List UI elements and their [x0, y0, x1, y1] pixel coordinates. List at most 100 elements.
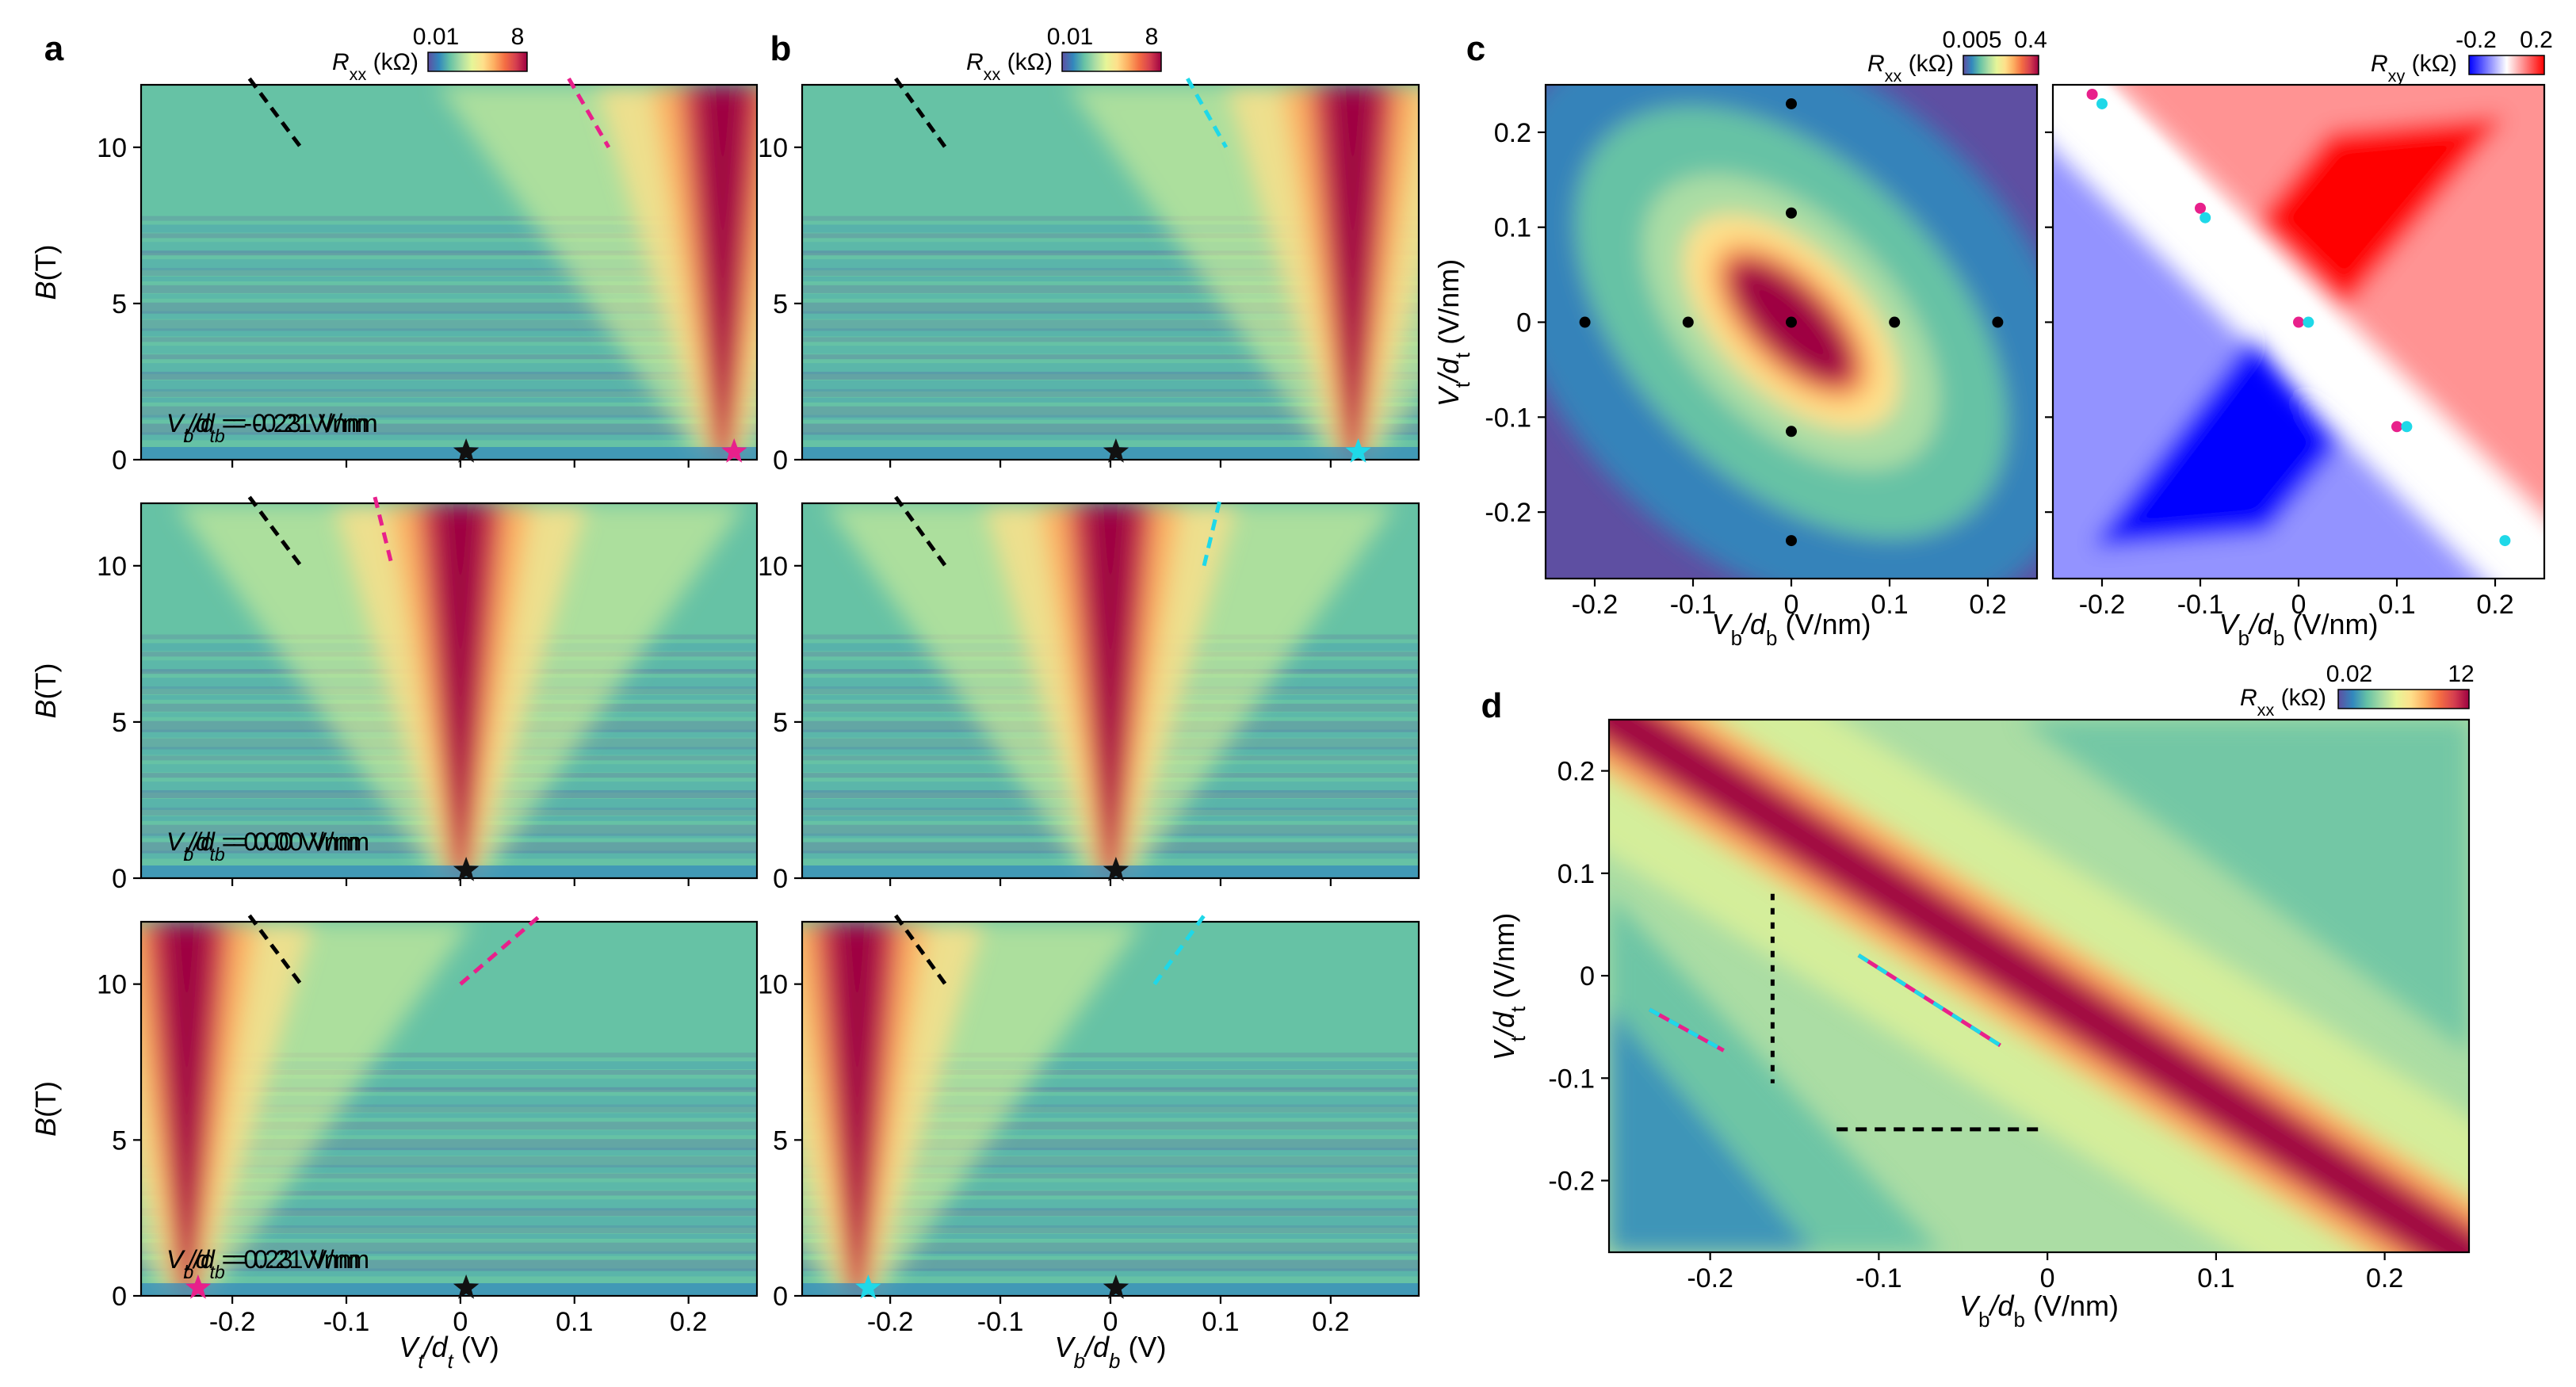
- star-black: [453, 438, 480, 463]
- ytick-label: -0.1: [1485, 403, 1531, 433]
- heatmap-a-1: 10 5 0 B(T) Vb/db = -0.21 V/nm: [29, 83, 759, 476]
- panel-letter-c: c: [1466, 29, 1485, 68]
- guide-line-magenta: [373, 496, 394, 567]
- colorbar-max: 8: [1145, 24, 1159, 50]
- hall-stripe: [141, 1121, 757, 1130]
- hall-stripe: [141, 1053, 757, 1058]
- fan-glow: [825, 503, 1396, 878]
- ytick-label: 0: [773, 1282, 788, 1312]
- xlabel-b: Vb/db (V): [1055, 1331, 1167, 1373]
- ylabel-d: Vt/dt (V/nm): [1488, 913, 1530, 1060]
- xtick-label: 0.2: [1969, 590, 2006, 620]
- heatmap-d: -0.2 -0.1 0 0.1 0.2 0.2 0.1 0 -0.1 -0.2: [1548, 718, 2471, 1293]
- point-cyan: [2303, 316, 2314, 328]
- point-cyan: [2200, 212, 2211, 224]
- ytick-label: 0: [112, 864, 127, 894]
- xtick-label: 0.2: [2366, 1263, 2403, 1293]
- colorbar-b: [1061, 52, 1162, 72]
- ytick-label: 10: [97, 970, 127, 1000]
- hall-stripe: [141, 1208, 757, 1217]
- low-field-band: [141, 865, 757, 878]
- xlabel-a: Vt/dt (V): [399, 1331, 499, 1373]
- hall-stripe: [141, 388, 757, 397]
- hall-stripe: [802, 250, 1419, 256]
- hall-stripe: [141, 276, 757, 281]
- xtick-label: -0.1: [977, 1307, 1024, 1337]
- hall-stripe: [141, 1182, 757, 1190]
- hall-stripe: [141, 328, 757, 337]
- hall-stripe: [802, 311, 1419, 319]
- xtick-label: 0: [1103, 1307, 1118, 1337]
- fan-glow: [141, 922, 472, 1296]
- hall-stripe: [141, 311, 757, 319]
- ytick-label: 5: [773, 1125, 788, 1156]
- hall-stripe: [802, 1251, 1419, 1256]
- colorbar-label-c-left: Rxx (kΩ): [1867, 51, 1954, 86]
- colorbar-max: 8: [511, 24, 525, 50]
- axes-frame: [1607, 718, 2471, 1254]
- axes-frame: [140, 920, 759, 1297]
- guide-line-cyan: [1648, 1007, 1725, 1053]
- hall-stripe: [141, 1225, 757, 1234]
- xtick-label: 0: [1784, 590, 1799, 620]
- ytick-label: 10: [97, 133, 127, 163]
- ytick-label: 0: [1580, 961, 1595, 992]
- measurement-point: [1682, 316, 1694, 328]
- colorbar-c-left: [1963, 55, 2039, 75]
- hall-stripe: [141, 1087, 757, 1092]
- panel-letter-b: b: [770, 29, 792, 68]
- hall-stripe: [802, 372, 1419, 380]
- colorbar-min: 0.01: [413, 24, 459, 50]
- point-cyan: [2401, 421, 2413, 433]
- colorbar-label-a: Rxx (kΩ): [332, 49, 419, 84]
- guide-line-black: [894, 77, 947, 149]
- xtick-label: 0.1: [556, 1307, 593, 1337]
- hall-stripe: [802, 406, 1419, 418]
- ytick-label: 10: [758, 133, 788, 163]
- point-magenta: [2391, 421, 2402, 433]
- xtick-label: -0.1: [1856, 1263, 1902, 1293]
- hall-stripe: [802, 285, 1419, 293]
- colorbar-c-right: [2468, 55, 2545, 75]
- heatmap-a-3: 10 5 0 -0.2 -0.1 0 0.1 0.2 B(T) Vb/db = 0.21 V/nm: [29, 920, 759, 1337]
- heatmap-c-left: -0.2 -0.1 0 0.1 0.2 0.2 0.1 0 -0.1 -0.2: [1485, 83, 2039, 620]
- xtick-label: 0: [2291, 590, 2307, 620]
- hall-stripe: [802, 233, 1419, 239]
- heatmap-b-2: 10 5 0 Vt/dt = 0.00 V/nm: [166, 502, 1420, 894]
- colorbar-label-c-right: Rxy (kΩ): [2371, 51, 2457, 86]
- hall-stripe: [802, 432, 1419, 441]
- guide-line-black: [894, 914, 947, 986]
- star-black: [1103, 438, 1129, 463]
- annotation-b-3: Vt/dt = 0.23 V/nm: [166, 1245, 359, 1282]
- xtick-label: -0.2: [867, 1307, 914, 1337]
- hall-stripe: [802, 397, 1419, 403]
- xtick-label: -0.1: [323, 1307, 370, 1337]
- hall-stripe: [802, 1121, 1419, 1130]
- measurement-point: [1786, 316, 1797, 328]
- hall-stripe: [141, 1113, 757, 1118]
- hall-stripe: [141, 1259, 757, 1271]
- hall-stripe: [802, 328, 1419, 337]
- xlabel-c: Vb/db (V/nm): [1712, 608, 1871, 650]
- measurement-point: [1786, 426, 1797, 437]
- hall-stripe: [141, 397, 757, 403]
- guide-line-magenta: [567, 77, 611, 149]
- hall-stripe: [141, 250, 757, 256]
- star-black: [453, 1274, 480, 1299]
- ytick-label: 0: [112, 445, 127, 476]
- hall-stripe: [141, 224, 757, 233]
- fan-glow: [802, 922, 1143, 1296]
- hall-stripe: [141, 415, 757, 420]
- point-magenta: [2195, 202, 2206, 214]
- hall-stripe: [802, 337, 1419, 342]
- guide-line-cyan: [1186, 77, 1229, 149]
- hall-stripe: [141, 1268, 757, 1277]
- axes-frame: [140, 83, 759, 461]
- hall-stripe: [141, 432, 757, 441]
- ytick-label: 5: [112, 1125, 127, 1156]
- colorbar-a: [427, 52, 528, 72]
- panel-letter-a: a: [44, 29, 64, 68]
- hall-stripe: [802, 276, 1419, 281]
- fan-glow: [437, 85, 757, 460]
- ylabel-B: B(T): [29, 1081, 62, 1137]
